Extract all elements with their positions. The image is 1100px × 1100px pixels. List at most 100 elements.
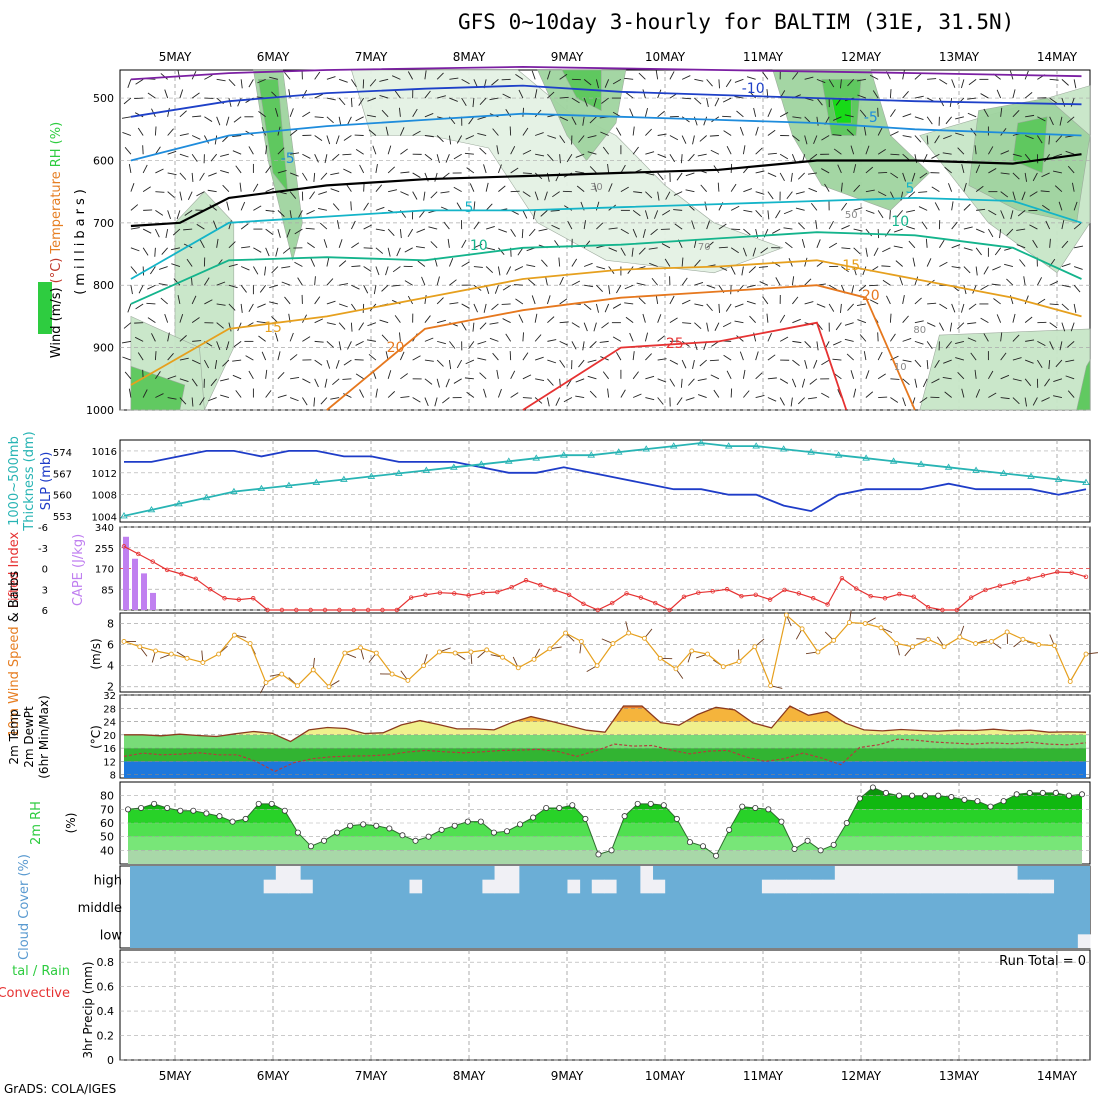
bottom-day-label: 5MAY: [159, 1069, 192, 1083]
wind-barb: [604, 79, 610, 88]
wind-barb: [699, 359, 707, 367]
wind-barb: [988, 209, 997, 216]
bottom-day-label: 9MAY: [551, 1069, 584, 1083]
wind-barb: [332, 153, 340, 161]
wind-barb: [479, 372, 487, 380]
lifted-index-marker: [925, 605, 931, 610]
wind-barb: [1071, 182, 1075, 192]
wind-barb: [925, 238, 928, 248]
isotherm-label: 20: [387, 340, 405, 356]
wind-barb: [464, 152, 474, 155]
wind-barb: [314, 359, 323, 366]
rh-marker: [948, 794, 955, 801]
lifted-index-marker: [164, 567, 170, 573]
wind-barb: [137, 352, 144, 361]
wind-barb: [1073, 222, 1082, 230]
rh-marker: [543, 804, 550, 811]
wind-barb: [566, 153, 573, 163]
wind-barb: [896, 210, 903, 218]
wind-barb: [927, 78, 937, 80]
wind-barb: [430, 241, 438, 249]
wind-barb: [983, 108, 989, 118]
thickness-marker: [367, 472, 376, 479]
wind-barb: [739, 126, 744, 136]
wind-barb: [210, 153, 217, 162]
wind-barb: [387, 391, 396, 398]
cape-tick-label: 340: [95, 523, 114, 534]
wind-barb: [332, 203, 340, 211]
thickness-tick-label: 567: [53, 469, 72, 480]
wind-barb: [914, 276, 919, 286]
rh-marker: [987, 803, 994, 810]
wind-barb: [534, 191, 539, 201]
wind-barb: [583, 262, 593, 267]
wind-barb: [939, 322, 945, 331]
wind-barb: [558, 257, 561, 267]
wind-barb: [902, 338, 912, 342]
wind-speed-marker: [846, 620, 852, 625]
wind-barb: [1006, 278, 1014, 286]
wind-barb: [265, 390, 272, 398]
wind-barb: [204, 299, 213, 305]
top-day-label: 10MAY: [645, 50, 686, 64]
wind-barb: [257, 78, 266, 84]
wind-barb: [437, 319, 446, 324]
cloud-cell-high: [907, 866, 921, 894]
wind-barb: [821, 392, 830, 398]
cloud-cell-high: [798, 879, 812, 894]
wind-barb: [192, 340, 202, 342]
wind-barb: [167, 210, 172, 220]
cloud-row-label: high: [94, 874, 122, 889]
wind-barb: [844, 114, 854, 118]
isotherm-line: [130, 153, 1082, 228]
wind-barb: [363, 202, 369, 211]
wind-barb: [856, 303, 866, 306]
rh-marker: [1026, 789, 1033, 796]
wind-barb: [505, 108, 512, 118]
wind-barb: [366, 114, 376, 118]
wind-barb: [961, 164, 965, 174]
wind-barb: [863, 126, 867, 136]
rh-marker: [673, 815, 680, 822]
wind-barb: [289, 108, 294, 117]
rh-marker: [922, 792, 929, 799]
wind-barb: [179, 191, 183, 201]
isotherm-label: 5: [465, 200, 474, 216]
wind-barb: [555, 397, 561, 406]
wind-barb: [790, 172, 793, 182]
wind-barb: [154, 247, 156, 257]
wind-barb: [1012, 172, 1020, 180]
wind-barb: [1074, 245, 1084, 249]
wind-barb: [232, 150, 242, 155]
wind-barb: [363, 224, 372, 230]
wind-barb: [914, 95, 924, 99]
wind-barb: [1049, 303, 1059, 306]
lifted-index-marker: [265, 607, 270, 613]
rh-marker: [856, 795, 863, 802]
wind-barb: [497, 266, 501, 276]
wind-barb: [939, 239, 945, 249]
wind-barb: [775, 210, 781, 219]
isotherm-label: -5: [281, 151, 295, 167]
wind-barb: [595, 303, 600, 313]
wind-barb: [445, 154, 450, 163]
rh-contour-label: 10: [894, 362, 907, 373]
pressure-tick-label: 600: [93, 154, 114, 167]
wind-barb: [736, 335, 744, 342]
lifted-index-marker: [667, 607, 672, 613]
wind-barb: [882, 247, 891, 253]
wind-barb: [877, 351, 883, 361]
wind-barb: [1049, 238, 1051, 248]
wind-barb: [468, 341, 475, 349]
top-day-label: 12MAY: [841, 50, 882, 64]
wind-barb: [271, 316, 279, 323]
wind-speed-marker: [279, 671, 285, 677]
wind-barb: [522, 397, 532, 399]
wind-barb: [479, 322, 487, 330]
wind-barb: [890, 153, 900, 156]
wind-barb: [963, 226, 973, 230]
rh-contour-label: 70: [698, 242, 711, 253]
wind-barb: [419, 210, 426, 218]
wind-speed-marker: [216, 651, 222, 657]
wind-barb: [461, 303, 470, 309]
